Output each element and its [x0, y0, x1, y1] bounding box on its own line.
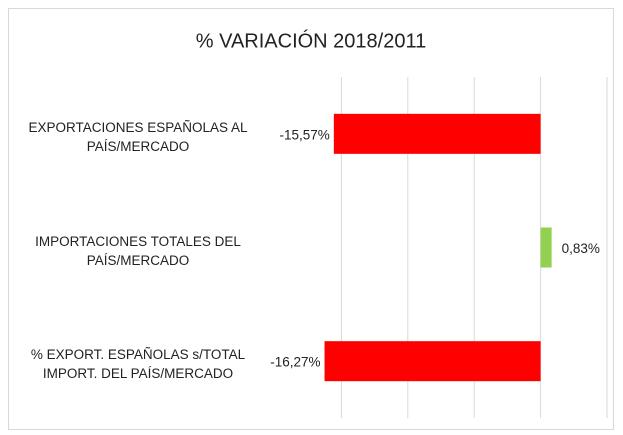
data-label: -15,57% [280, 127, 330, 142]
bar [324, 341, 541, 382]
bar [540, 227, 552, 268]
y-tick-label: EXPORTACIONES ESPAÑOLAS AL PAÍS/MERCADO [28, 119, 248, 154]
y-tick-label: IMPORTACIONES TOTALES DEL PAÍS/MERCADO [35, 233, 241, 268]
chart-title: % VARIACIÓN 2018/2011 [196, 29, 427, 52]
data-label: -16,27% [270, 355, 320, 370]
data-label: 0,83% [562, 241, 600, 256]
bar [333, 113, 541, 154]
y-tick-label: % EXPORT. ESPAÑOLAS s/TOTAL IMPORT. DEL … [30, 347, 246, 382]
